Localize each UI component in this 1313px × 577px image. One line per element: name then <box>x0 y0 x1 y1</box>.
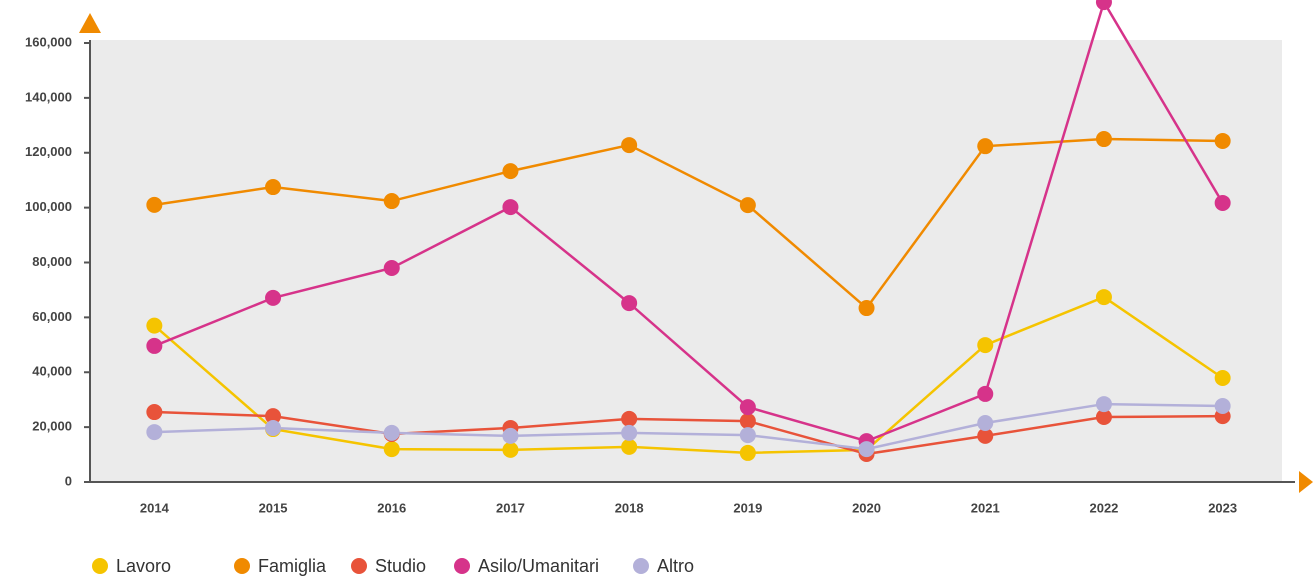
x-tick-label: 2022 <box>1089 500 1118 515</box>
data-point <box>265 179 282 196</box>
data-point <box>1095 289 1112 306</box>
data-point <box>502 199 519 216</box>
legend-label: Studio <box>375 556 426 576</box>
data-point <box>146 317 163 334</box>
data-point <box>621 410 638 427</box>
x-tick-label: 2016 <box>377 500 406 515</box>
data-point <box>146 424 163 441</box>
data-point <box>1095 131 1112 148</box>
data-point <box>1214 397 1231 414</box>
legend-swatch <box>234 558 250 574</box>
data-point <box>1214 194 1231 211</box>
series-line <box>154 137 1223 310</box>
data-point <box>621 438 638 455</box>
data-point <box>977 138 994 155</box>
data-point <box>977 385 994 402</box>
data-point <box>383 441 400 458</box>
data-point <box>502 163 519 180</box>
x-tick-label: 2017 <box>496 500 525 515</box>
data-point <box>858 300 875 317</box>
data-point <box>858 441 875 458</box>
data-point <box>621 295 638 312</box>
data-point <box>502 441 519 458</box>
x-tick-label: 2018 <box>615 500 644 515</box>
y-tick-label: 40,000 <box>32 364 72 379</box>
y-arrow <box>79 13 101 33</box>
x-arrow <box>1299 471 1313 493</box>
data-point <box>977 337 994 354</box>
y-tick-label: 0 <box>65 473 72 488</box>
series-line <box>153 295 1224 455</box>
data-point <box>739 399 756 416</box>
x-tick-label: 2021 <box>971 500 1000 515</box>
data-point <box>1214 370 1231 387</box>
series-line <box>154 410 1223 456</box>
y-tick-label: 60,000 <box>32 309 72 324</box>
data-point <box>146 337 163 354</box>
data-point <box>621 424 638 441</box>
y-tick-label: 20,000 <box>32 419 72 434</box>
data-point <box>977 427 994 444</box>
y-tick-label: 160,000 <box>25 34 72 49</box>
data-point <box>265 289 282 306</box>
y-tick-label: 120,000 <box>25 144 72 159</box>
data-point <box>1214 132 1231 149</box>
legend-label: Asilo/Umanitari <box>478 556 599 576</box>
y-tick-label: 140,000 <box>25 89 72 104</box>
y-tick-label: 80,000 <box>32 254 72 269</box>
data-point <box>502 427 519 444</box>
data-point <box>383 259 400 276</box>
legend-label: Lavoro <box>116 556 171 576</box>
data-point <box>1095 396 1112 413</box>
data-point <box>977 415 994 432</box>
legend-swatch <box>633 558 649 574</box>
legend-swatch <box>92 558 108 574</box>
data-point <box>739 413 756 430</box>
data-point <box>739 427 756 444</box>
x-tick-label: 2023 <box>1208 500 1237 515</box>
legend-swatch <box>351 558 367 574</box>
data-point <box>383 193 400 210</box>
legend-swatch <box>454 558 470 574</box>
data-point <box>383 424 400 441</box>
data-point <box>1095 408 1112 425</box>
legend-label: Famiglia <box>258 556 327 576</box>
y-tick-label: 100,000 <box>25 199 72 214</box>
x-tick-label: 2015 <box>259 500 288 515</box>
x-tick-label: 2014 <box>140 500 170 515</box>
data-point <box>621 137 638 154</box>
data-point <box>265 419 282 436</box>
legend-label: Altro <box>657 556 694 576</box>
data-point <box>265 408 282 425</box>
data-point <box>146 196 163 213</box>
data-point <box>146 404 163 421</box>
x-tick-label: 2019 <box>733 500 762 515</box>
x-tick-label: 2020 <box>852 500 881 515</box>
data-point <box>1095 0 1112 11</box>
series-line <box>154 402 1223 451</box>
data-point <box>739 444 756 461</box>
data-point <box>739 197 756 214</box>
series-line <box>153 0 1224 443</box>
